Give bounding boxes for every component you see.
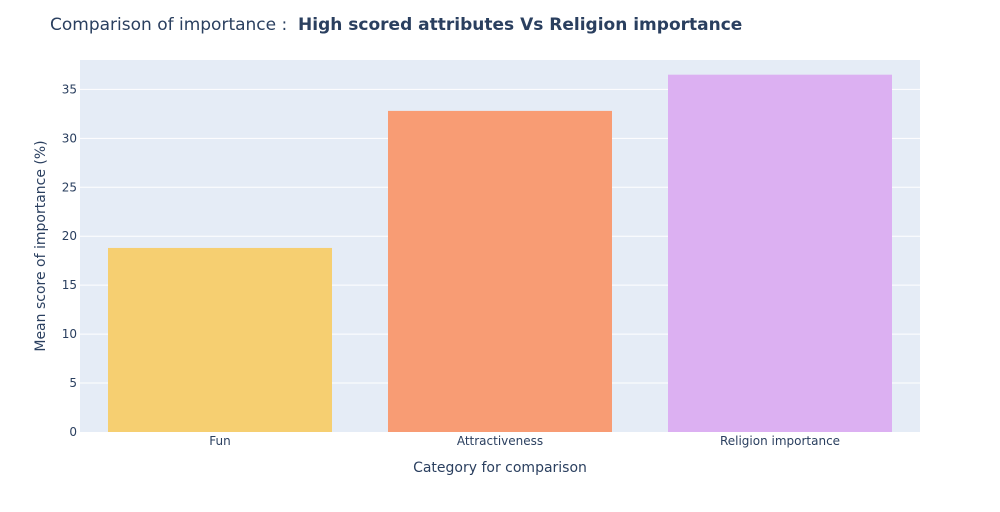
bar-attractiveness[interactable] bbox=[388, 110, 612, 432]
bars bbox=[108, 74, 892, 433]
y-tick-label: 25 bbox=[62, 180, 77, 194]
y-tick-label: 35 bbox=[62, 82, 77, 96]
x-axis-ticks: Fun Attractiveness Religion importance bbox=[209, 434, 840, 448]
y-tick-label: 30 bbox=[62, 131, 77, 145]
y-tick-label: 0 bbox=[69, 425, 77, 439]
y-axis-title: Mean score of importance (%) bbox=[33, 140, 49, 351]
chart-title-main: High scored attributes Vs Religion impor… bbox=[298, 15, 742, 35]
chart-title-prefix: Comparison of importance : bbox=[50, 15, 298, 35]
y-tick-label: 5 bbox=[69, 376, 77, 390]
chart-title: Comparison of importance : High scored a… bbox=[50, 15, 742, 35]
y-axis-ticks: 0 5 10 15 20 25 30 35 bbox=[62, 82, 77, 439]
bar-religion-importance[interactable] bbox=[668, 74, 892, 433]
x-tick-label: Religion importance bbox=[720, 434, 840, 448]
y-tick-label: 20 bbox=[62, 229, 77, 243]
bar-fun[interactable] bbox=[108, 247, 332, 432]
x-tick-label: Fun bbox=[209, 434, 230, 448]
x-tick-label: Attractiveness bbox=[457, 434, 543, 448]
x-axis-title: Category for comparison bbox=[413, 460, 587, 476]
y-tick-label: 15 bbox=[62, 278, 77, 292]
y-tick-label: 10 bbox=[62, 327, 77, 341]
